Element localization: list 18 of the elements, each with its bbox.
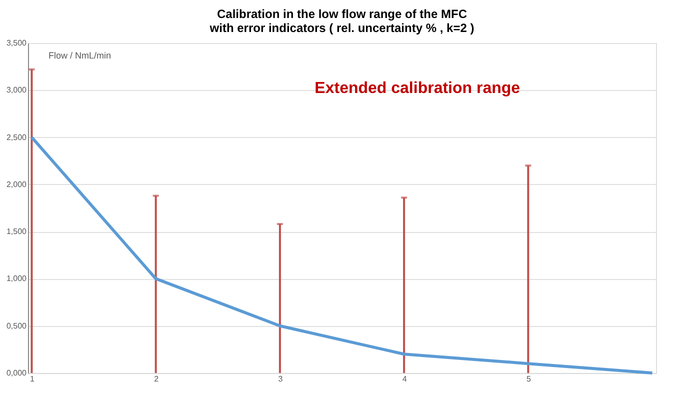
- y-tick-label: 2,000: [6, 180, 28, 189]
- y-tick-label: 1,000: [6, 274, 28, 284]
- x-tick-label: 3: [278, 374, 284, 384]
- y-tick-label: 2,500: [6, 132, 28, 142]
- x-tick-label: 4: [402, 374, 408, 384]
- line-series: [30, 136, 654, 374]
- y-tick-label: 0,500: [6, 321, 28, 330]
- y-tick-label: 0,000: [6, 368, 28, 378]
- x-tick-label: 1: [30, 374, 35, 384]
- text: Calibration in the low flow range of the MFC: [217, 7, 467, 21]
- y-tick-label: 1,500: [6, 227, 28, 236]
- y-axis-title: Flow / NmL/min: [48, 50, 112, 60]
- text: with error indicators ( rel. uncertainty % , k=2 ): [210, 21, 474, 35]
- y-tick-label: 3,500: [6, 38, 28, 48]
- y-tick-label: 3,000: [6, 86, 28, 95]
- x-tick-label: 5: [526, 374, 532, 384]
- annotation: Extended calibration range: [314, 80, 520, 97]
- x-tick-label: 2: [154, 374, 160, 384]
